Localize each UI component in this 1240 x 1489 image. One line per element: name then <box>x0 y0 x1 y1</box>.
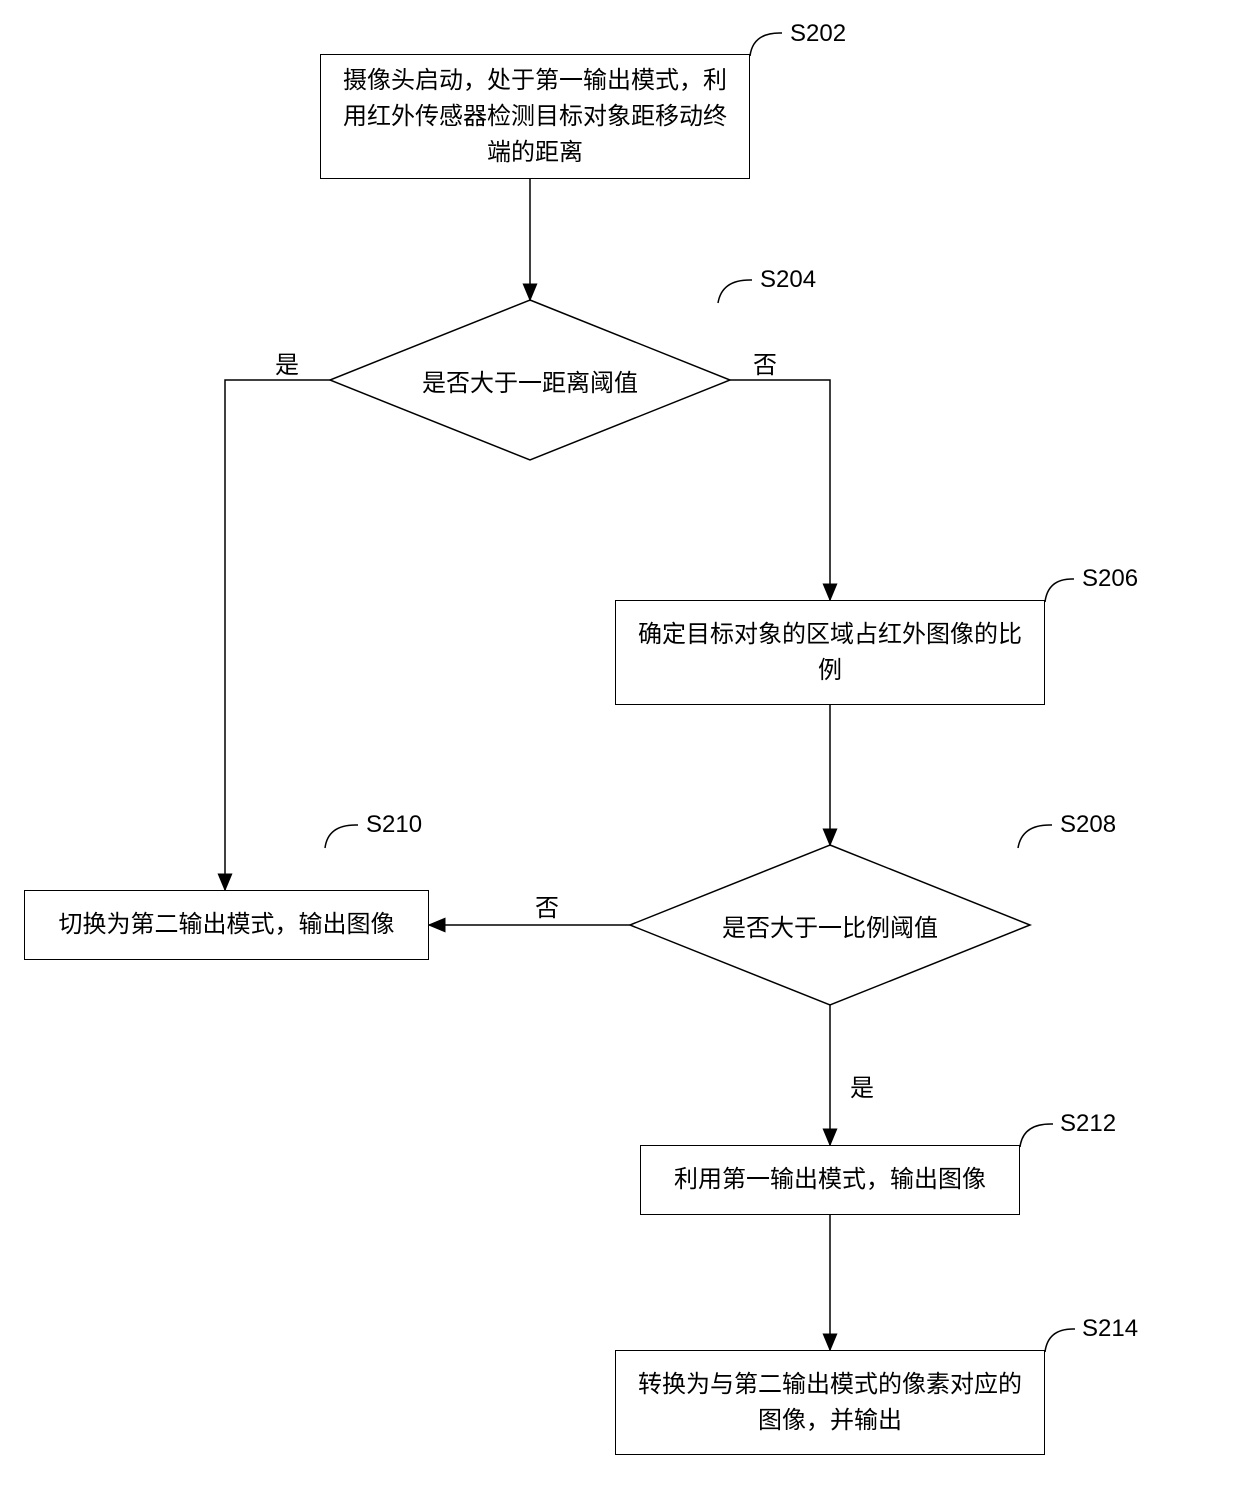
edge-label-no-1: 否 <box>753 345 777 380</box>
callout-s202 <box>750 33 782 56</box>
node-s214: 转换为与第二输出模式的像素对应的图像，并输出 <box>615 1350 1045 1455</box>
callout-s210 <box>325 825 358 848</box>
callout-s212 <box>1020 1124 1053 1147</box>
node-s202: 摄像头启动，处于第一输出模式，利用红外传感器检测目标对象距移动终端的距离 <box>320 54 750 179</box>
label-s206: S206 <box>1082 565 1138 593</box>
label-s210: S210 <box>366 811 422 839</box>
node-s210-text: 切换为第二输出模式，输出图像 <box>59 907 395 943</box>
label-s202: S202 <box>790 20 846 48</box>
edge-s204-s210 <box>225 380 330 890</box>
edge-label-yes-1: 是 <box>275 345 299 380</box>
label-s208: S208 <box>1060 811 1116 839</box>
node-s204-text: 是否大于一距离阈值 <box>422 363 638 398</box>
callout-s206 <box>1045 579 1074 602</box>
callout-s214 <box>1045 1329 1075 1352</box>
edge-s204-s206 <box>730 380 830 600</box>
label-s212: S212 <box>1060 1110 1116 1138</box>
node-s214-text: 转换为与第二输出模式的像素对应的图像，并输出 <box>636 1367 1024 1439</box>
edge-label-no-2: 否 <box>535 888 559 923</box>
node-s212-text: 利用第一输出模式，输出图像 <box>674 1162 986 1198</box>
flowchart-arrows <box>0 0 1240 1489</box>
node-s210: 切换为第二输出模式，输出图像 <box>24 890 429 960</box>
label-s204: S204 <box>760 266 816 294</box>
node-s206-text: 确定目标对象的区域占红外图像的比例 <box>636 617 1024 689</box>
node-s208-text: 是否大于一比例阈值 <box>722 908 938 943</box>
label-s214: S214 <box>1082 1315 1138 1343</box>
node-s204-text-wrap: 是否大于一距离阈值 <box>330 300 730 460</box>
node-s208-text-wrap: 是否大于一比例阈值 <box>630 845 1030 1005</box>
node-s202-text: 摄像头启动，处于第一输出模式，利用红外传感器检测目标对象距移动终端的距离 <box>341 63 729 171</box>
node-s206: 确定目标对象的区域占红外图像的比例 <box>615 600 1045 705</box>
edge-label-yes-2: 是 <box>850 1068 874 1103</box>
node-s212: 利用第一输出模式，输出图像 <box>640 1145 1020 1215</box>
